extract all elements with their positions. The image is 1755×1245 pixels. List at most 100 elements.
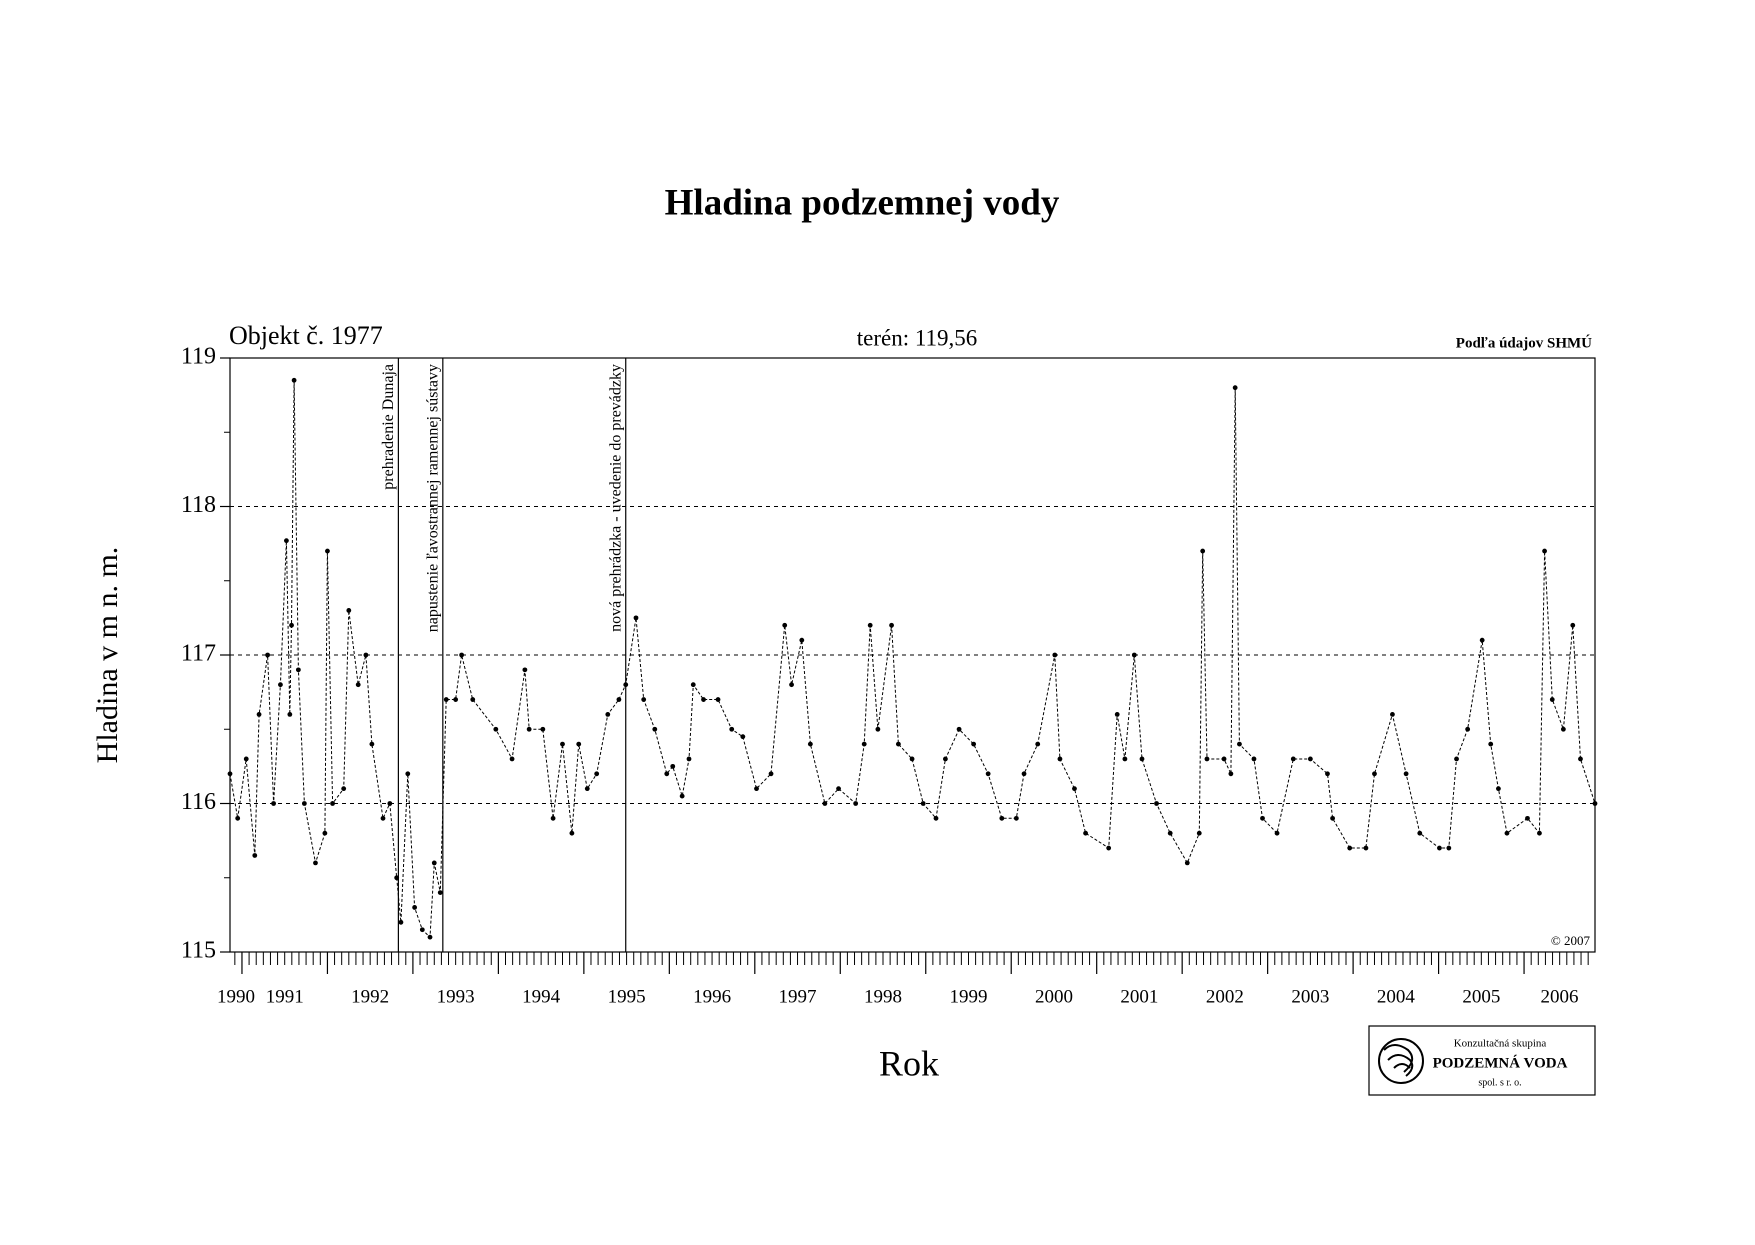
data-point (1139, 756, 1145, 762)
data-point (895, 741, 901, 747)
data-point (729, 726, 735, 732)
data-point (971, 741, 977, 747)
data-point (313, 860, 318, 866)
x-tick-label: 1996 (693, 986, 731, 1007)
data-point (1437, 845, 1442, 851)
data-point (584, 786, 590, 792)
data-point (715, 697, 721, 702)
data-point (419, 927, 425, 933)
data-point (443, 697, 449, 702)
data-point (1013, 815, 1019, 821)
data-point (437, 890, 443, 895)
data-point (252, 853, 258, 858)
y-tick-label: 115 (181, 938, 216, 964)
logo-icon (1378, 1038, 1424, 1084)
logo-text: PODZEMNÁ VODA (1433, 1054, 1568, 1071)
data-point (594, 771, 600, 777)
data-point (664, 771, 670, 777)
data-point (1228, 771, 1234, 777)
data-point (686, 756, 692, 762)
data-point (782, 622, 788, 628)
data-point (1167, 830, 1173, 836)
data-point (1446, 845, 1452, 851)
data-point (1274, 830, 1280, 836)
terrain-label: terén: 119,56 (857, 325, 978, 350)
copyright: © 2007 (1551, 933, 1591, 948)
x-tick-label: 2006 (1541, 986, 1579, 1007)
data-point (1122, 756, 1128, 762)
data-point (405, 771, 411, 777)
data-point (398, 919, 404, 925)
data-point (1325, 771, 1330, 777)
data-point (278, 682, 283, 688)
plot-frame (229, 357, 1596, 953)
data-point (569, 830, 575, 836)
data-point (1154, 801, 1159, 806)
y-tick-label: 117 (181, 641, 216, 667)
data-point (271, 801, 276, 806)
data-point (1454, 756, 1459, 762)
x-tick-label: 2003 (1291, 986, 1329, 1007)
data-point (265, 652, 271, 658)
data-point (1290, 756, 1296, 762)
event-label: napustenie ľavostrannej ramennej sústavy (424, 364, 441, 632)
data-point (836, 786, 841, 792)
logo-text: spol. s r. o. (1478, 1077, 1521, 1088)
x-tick-label: 1990 (217, 986, 255, 1007)
x-tick-label: 2000 (1035, 986, 1073, 1007)
data-point (1196, 830, 1202, 836)
series-line (229, 380, 1596, 939)
x-tick-label: 1994 (522, 986, 561, 1007)
logo: Konzultačná skupina PODZEMNÁ VODA spol. … (1368, 1025, 1596, 1096)
object-label: Objekt č. 1977 (229, 321, 383, 350)
data-point (789, 682, 794, 688)
data-point (690, 682, 696, 688)
data-point (920, 801, 926, 806)
data-point (679, 793, 685, 799)
data-point (291, 377, 297, 383)
data-point (1570, 622, 1576, 628)
data-point (1204, 756, 1210, 762)
x-tick-label: 1998 (864, 986, 902, 1007)
data-point (470, 697, 476, 702)
data-point (1232, 385, 1238, 391)
data-point (322, 830, 328, 836)
x-tick-label: 2002 (1206, 986, 1244, 1007)
data-point (227, 771, 233, 777)
data-point (431, 860, 437, 866)
data-point (1035, 741, 1041, 747)
logo-box (1368, 1025, 1596, 1096)
event-label: prehradenie Dunaja (380, 364, 397, 490)
data-point (933, 815, 939, 821)
data-point (1200, 548, 1206, 554)
data-point (956, 726, 962, 732)
data-point (670, 763, 676, 769)
data-point (256, 712, 262, 717)
data-point (289, 622, 294, 628)
data-point (369, 741, 375, 747)
data-point (387, 801, 393, 806)
data-point (1479, 637, 1485, 643)
data-point (1372, 771, 1377, 777)
data-point (1465, 726, 1471, 732)
data-point (807, 741, 813, 747)
data-point (1592, 801, 1598, 806)
data-point (1525, 815, 1530, 821)
data-point (1114, 712, 1120, 717)
data-point (550, 815, 556, 821)
data-point (1057, 756, 1063, 762)
x-tick-label: 1995 (608, 986, 646, 1007)
data-point (1417, 830, 1423, 836)
x-tick-label: 1999 (949, 986, 987, 1007)
data-point (740, 734, 746, 740)
data-point (295, 667, 301, 673)
x-tick-label: 2005 (1462, 986, 1500, 1007)
data-point (235, 815, 241, 821)
data-point (493, 726, 499, 732)
data-point (985, 771, 991, 777)
y-axis-title: Hladina v m n. m. (91, 547, 124, 764)
data-point (1237, 741, 1242, 747)
data-point (909, 756, 915, 762)
data-point (1496, 786, 1501, 792)
y-tick-label: 118 (181, 492, 216, 518)
